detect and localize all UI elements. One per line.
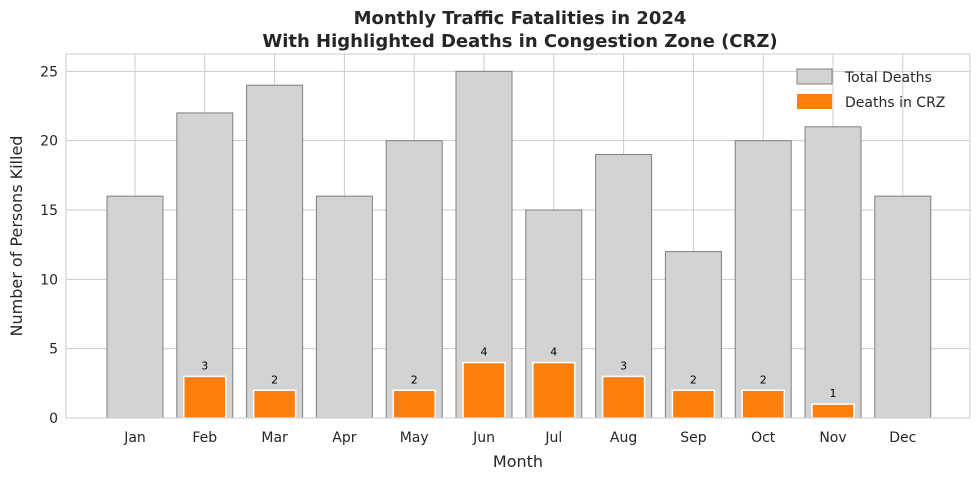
bar-crz-deaths bbox=[392, 389, 436, 419]
legend: Total Deaths Deaths in CRZ bbox=[796, 68, 945, 111]
legend-label-total-deaths: Total Deaths bbox=[844, 70, 932, 86]
x-tick-label: Jul bbox=[544, 430, 562, 446]
data-label-crz: 2 bbox=[760, 373, 767, 386]
y-axis-ticks: 0 5 10 15 20 25 bbox=[40, 64, 58, 427]
data-label-crz: 4 bbox=[481, 346, 488, 359]
y-tick-label: 10 bbox=[40, 272, 58, 288]
x-tick-label: Jun bbox=[472, 430, 495, 446]
bar-total-deaths bbox=[385, 140, 443, 419]
data-label-crz: 1 bbox=[830, 387, 837, 400]
x-tick-label: Apr bbox=[332, 430, 356, 446]
plot-frame bbox=[65, 53, 971, 419]
bar-crz-deaths bbox=[462, 361, 506, 419]
bar-crz-deaths bbox=[183, 375, 227, 419]
bar-crz-deaths bbox=[811, 403, 855, 419]
x-tick-label: Oct bbox=[751, 430, 776, 446]
bar-total-deaths bbox=[106, 195, 164, 419]
bar-crz-deaths bbox=[252, 389, 297, 419]
x-tick-label: Sep bbox=[680, 430, 707, 446]
y-axis-label: Number of Persons Killed bbox=[7, 136, 26, 337]
chart-title-line-2: With Highlighted Deaths in Congestion Zo… bbox=[262, 31, 777, 52]
y-tick-label: 0 bbox=[49, 411, 58, 427]
bar-total-deaths bbox=[874, 195, 932, 419]
data-label-crz: 2 bbox=[411, 373, 418, 386]
bar-total-deaths bbox=[176, 112, 234, 419]
x-tick-label: Mar bbox=[261, 430, 288, 446]
x-tick-label: Jan bbox=[123, 430, 146, 446]
bar-total-deaths bbox=[315, 195, 373, 419]
x-axis-ticks: Jan Feb Mar Apr May Jun Jul Aug Sep Oct Nov Dec bbox=[123, 430, 916, 446]
x-tick-label: Dec bbox=[889, 430, 916, 446]
x-tick-label: May bbox=[400, 430, 429, 446]
data-labels: 3 2 2 4 4 3 2 2 1 bbox=[201, 346, 836, 401]
bars-total-deaths bbox=[106, 70, 932, 419]
bar-crz-deaths bbox=[741, 389, 785, 419]
bar-total-deaths bbox=[595, 154, 653, 419]
data-label-crz: 3 bbox=[201, 359, 208, 372]
y-tick-label: 20 bbox=[40, 134, 58, 150]
data-label-crz: 2 bbox=[271, 373, 278, 386]
y-tick-label: 5 bbox=[49, 342, 58, 358]
legend-swatch-total-deaths bbox=[796, 68, 833, 85]
bar-total-deaths bbox=[246, 84, 304, 419]
data-label-crz: 2 bbox=[690, 373, 697, 386]
bar-crz-deaths bbox=[532, 361, 576, 419]
x-tick-label: Aug bbox=[610, 430, 637, 446]
y-tick-label: 15 bbox=[40, 203, 58, 219]
x-tick-label: Nov bbox=[819, 430, 846, 446]
bars-crz-deaths bbox=[183, 361, 855, 419]
bar-total-deaths bbox=[734, 140, 792, 419]
data-label-crz: 3 bbox=[620, 359, 627, 372]
legend-label-crz-deaths: Deaths in CRZ bbox=[845, 95, 945, 111]
bar-total-deaths bbox=[804, 126, 862, 419]
y-tick-label: 25 bbox=[40, 64, 58, 80]
bar-crz-deaths bbox=[601, 375, 646, 419]
chart-title-line-1: Monthly Traffic Fatalities in 2024 bbox=[354, 8, 687, 29]
x-axis-label: Month bbox=[493, 452, 543, 471]
data-label-crz: 4 bbox=[550, 346, 557, 359]
x-tick-label: Feb bbox=[192, 430, 217, 446]
bar-crz-deaths bbox=[671, 389, 716, 419]
legend-swatch-crz-deaths bbox=[797, 94, 832, 109]
bar-total-deaths bbox=[455, 70, 513, 419]
